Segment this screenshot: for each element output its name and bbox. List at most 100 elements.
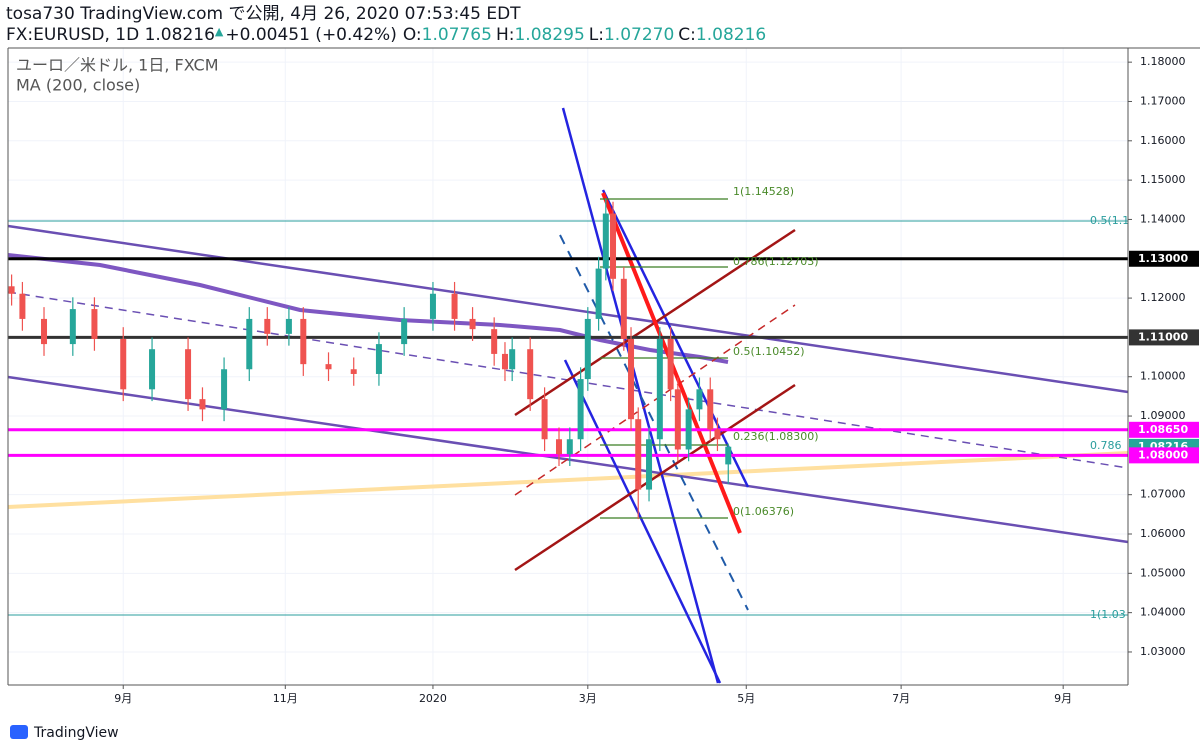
header-bg (0, 0, 1200, 48)
candle-body (19, 293, 26, 319)
candle-body (628, 338, 635, 420)
fib-label: 0.5(1.10452) (733, 345, 805, 358)
trend-line (563, 359, 722, 684)
candle-body (451, 293, 458, 319)
candle-body (577, 379, 584, 440)
fib-label: 0.236(1.08300) (733, 430, 819, 443)
candle-body (674, 389, 681, 450)
fib-label: 0.5(1.1 (1090, 214, 1129, 227)
candle-body (221, 369, 228, 410)
y-tick-label: 1.17000 (1140, 94, 1186, 107)
candle-body (501, 353, 508, 370)
candle-body (602, 213, 609, 269)
candle-body (509, 349, 516, 370)
candle-body (401, 318, 408, 345)
y-tick-label: 1.15000 (1140, 173, 1186, 186)
grid (8, 48, 1128, 685)
candle-body (696, 389, 703, 410)
candle-body (656, 338, 663, 440)
price-tag (1129, 447, 1199, 464)
candle-body (725, 446, 732, 465)
candles (8, 198, 732, 520)
trend-line (7, 451, 1129, 509)
candle-body (149, 349, 156, 390)
candle-body (584, 318, 591, 380)
x-tick-label: 7月 (892, 692, 910, 705)
y-tick-label: 1.09000 (1140, 409, 1186, 422)
drawings (7, 107, 1129, 684)
y-tick-label: 1.12000 (1140, 291, 1186, 304)
price-tag-label: 1.13000 (1138, 252, 1188, 265)
candle-body (469, 318, 476, 330)
candle-body (69, 309, 76, 345)
candle-body (646, 439, 653, 490)
candle-body (566, 439, 573, 455)
arrow: ▲ (215, 25, 224, 38)
x-tick-label: 9月 (114, 692, 132, 705)
price-tag-label: 1.08650 (1138, 423, 1188, 436)
x-tick-label: 3月 (579, 692, 597, 705)
candle-body (429, 293, 436, 319)
trend-line (561, 107, 720, 684)
symbol: FX:EURUSD, 1D 1.08216 (6, 25, 215, 45)
price-tag (1129, 250, 1199, 267)
candle-body (120, 338, 127, 390)
candle-body (707, 389, 714, 430)
header-line2: FX:EURUSD, 1D 1.08216▲ +0.00451 (+0.42%) O… (6, 25, 766, 45)
o-label: O: (403, 25, 422, 45)
c-label: C: (678, 25, 696, 45)
candle-body (350, 369, 357, 374)
y-tick-label: 1.16000 (1140, 134, 1186, 147)
price-tag-label: 1.11000 (1138, 330, 1188, 343)
header-line1: tosa730 TradingView.com で公開, 4月 26, 2020… (6, 4, 521, 24)
y-tick-label: 1.18000 (1140, 55, 1186, 68)
h-value: 1.08295 (514, 25, 584, 45)
candle-body (41, 318, 48, 345)
trend-line (7, 224, 1129, 394)
h-label: H: (496, 25, 515, 45)
candle-body (685, 409, 692, 450)
candle-body (635, 419, 642, 490)
x-tick-label: 2020 (419, 692, 447, 705)
fib-label: 0.786(1.12703) (733, 255, 819, 268)
candle-body (541, 399, 548, 440)
y-tick-label: 1.03000 (1140, 645, 1186, 658)
fib-label: 0(1.06376) (733, 505, 794, 518)
candle-body (325, 364, 332, 370)
y-tick-label: 1.06000 (1140, 527, 1186, 540)
levels (8, 257, 1128, 457)
candle-body (714, 429, 721, 440)
candle-body (595, 268, 602, 319)
l-value: 1.07270 (604, 25, 674, 45)
legend-symbol: ユーロ／米ドル, 1日, FXCM (16, 56, 219, 75)
candle-body (91, 309, 98, 339)
price-tag (1129, 329, 1199, 346)
candle-body (620, 278, 627, 339)
x-tick-label: 9月 (1054, 692, 1072, 705)
logo (10, 725, 28, 739)
fib-label: 1(1.03 (1090, 608, 1126, 621)
price-tag-label: 1.08000 (1138, 448, 1188, 461)
candle-body (491, 329, 498, 354)
y-tick-label: 1.05000 (1140, 566, 1186, 579)
axes: 1.03000 1.04000 1.05000 1.06000 1.07000 1.090… (114, 55, 1199, 705)
candle-body (610, 213, 617, 279)
candle-body (667, 338, 674, 390)
candle-body (8, 286, 15, 294)
fib-label: 1(1.14528) (733, 185, 794, 198)
l-label: L: (589, 25, 604, 45)
trend-line (559, 234, 749, 611)
candle-body (185, 349, 192, 400)
fib-label: 0.786 (1090, 439, 1122, 452)
price-tag (1129, 421, 1199, 438)
candle-body (375, 344, 382, 374)
x-tick-label: 5月 (737, 692, 755, 705)
o-value: 1.07765 (422, 25, 492, 45)
candle-body (264, 318, 271, 334)
candle-body (199, 399, 206, 410)
change: +0.00451 (+0.42%) (225, 25, 396, 45)
candle-body (285, 318, 292, 334)
legend-indicator: MA (200, close) (16, 76, 140, 95)
